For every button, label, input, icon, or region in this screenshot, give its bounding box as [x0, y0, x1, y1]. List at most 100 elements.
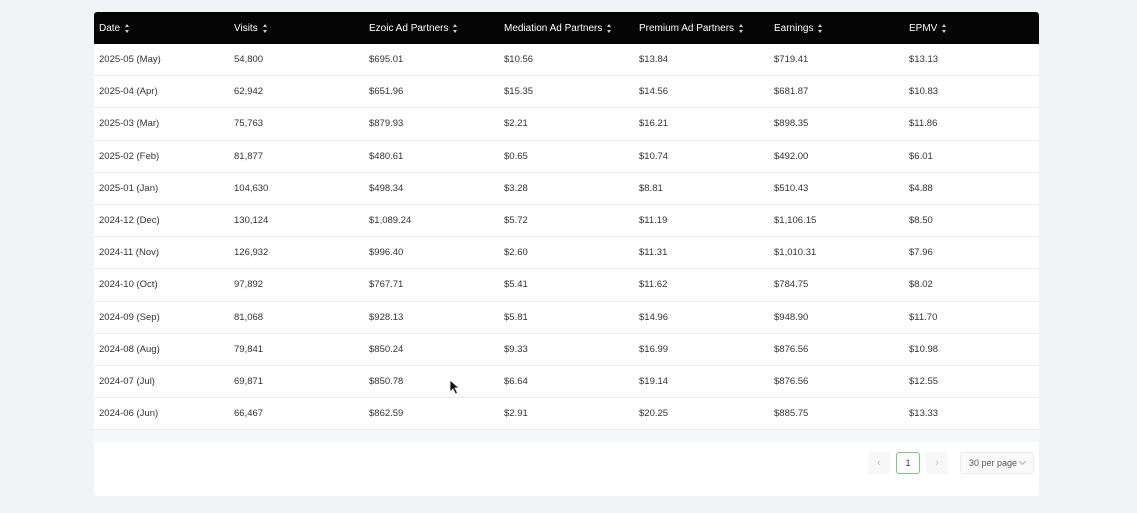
table-row: 2024-09 (Sep) 81,068 $928.13 $5.81 $14.96 $94…: [94, 302, 1039, 334]
cell-date: 2024-08 (Aug): [99, 343, 160, 355]
cell-epmv: $13.13: [909, 54, 939, 66]
table-row: 2024-07 (Jul) 69,871 $850.78 $6.64 $19.14 $87…: [94, 366, 1039, 399]
sort-icon[interactable]: [607, 21, 612, 35]
cell-earnings: $492.00: [774, 150, 809, 162]
table-row: 2024-12 (Dec) 130,124 $1,089.24 $5.72 $11.19…: [94, 205, 1039, 238]
column-header-label: Earnings: [774, 22, 814, 34]
table-bottom-spacer: [94, 430, 1039, 443]
cell-premium-ad-partners: $14.56: [639, 86, 669, 98]
cell-date: 2025-01 (Jan): [99, 182, 159, 194]
cell-ezoic-ad-partners: $850.24: [369, 343, 404, 355]
cell-date: 2024-09 (Sep): [99, 311, 160, 323]
column-header-mediation-ad-partners[interactable]: Mediation Ad Partners: [499, 21, 634, 35]
column-header-label: Visits: [234, 22, 258, 34]
cell-mediation-ad-partners: $10.56: [504, 54, 534, 66]
earnings-table-card: Date Visits Ezoic Ad Partners Mediation Ad …: [94, 12, 1039, 496]
column-header-visits[interactable]: Visits: [229, 21, 364, 35]
table-body: 2025-05 (May) 54,800 $695.01 $10.56 $13.84 $7…: [94, 44, 1039, 431]
cell-mediation-ad-partners: $5.72: [504, 215, 528, 227]
cell-date: 2024-06 (Jun): [99, 408, 159, 420]
chevron-left-icon: ‹: [877, 457, 881, 469]
chevron-down-icon: [1018, 457, 1027, 466]
cell-visits: 97,892: [234, 279, 264, 291]
cell-epmv: $12.55: [909, 375, 939, 387]
cell-visits: 130,124: [234, 215, 269, 227]
cell-epmv: $7.96: [909, 247, 933, 259]
cell-ezoic-ad-partners: $1,089.24: [369, 215, 412, 227]
cell-earnings: $510.43: [774, 182, 809, 194]
column-header-earnings[interactable]: Earnings: [769, 21, 904, 35]
cell-date: 2024-07 (Jul): [99, 375, 155, 387]
column-header-label: Ezoic Ad Partners: [369, 22, 449, 34]
sort-icon[interactable]: [125, 21, 130, 35]
cell-premium-ad-partners: $16.21: [639, 118, 669, 130]
table-row: 2024-10 (Oct) 97,892 $767.71 $5.41 $11.62 $78…: [94, 269, 1039, 302]
table-row: 2025-05 (May) 54,800 $695.01 $10.56 $13.84 $7…: [94, 44, 1039, 77]
sort-icon[interactable]: [262, 21, 267, 35]
cell-earnings: $948.90: [774, 311, 809, 323]
table-row: 2024-08 (Aug) 79,841 $850.24 $9.33 $16.99 $87…: [94, 334, 1039, 366]
cell-visits: 62,942: [234, 86, 264, 98]
column-header-label: Mediation Ad Partners: [504, 22, 603, 34]
cell-earnings: $876.56: [774, 343, 809, 355]
table-row: 2025-01 (Jan) 104,630 $498.34 $3.28 $8.81 $51…: [94, 173, 1039, 205]
sort-icon[interactable]: [453, 21, 458, 35]
column-header-label: Premium Ad Partners: [639, 22, 735, 34]
cell-epmv: $10.98: [909, 343, 939, 355]
cell-earnings: $1,106.15: [774, 215, 817, 227]
cell-earnings: $885.75: [774, 408, 809, 420]
cell-date: 2024-11 (Nov): [99, 247, 160, 259]
cell-premium-ad-partners: $11.19: [639, 215, 668, 227]
table-row: 2025-03 (Mar) 75,763 $879.93 $2.21 $16.21 $89…: [94, 108, 1039, 141]
cell-premium-ad-partners: $10.74: [639, 150, 669, 162]
cell-mediation-ad-partners: $5.41: [504, 279, 528, 291]
chevron-right-icon: ›: [935, 457, 939, 469]
cell-epmv: $13.33: [909, 408, 939, 420]
cell-visits: 69,871: [234, 375, 264, 387]
per-page-select[interactable]: 30 per page: [959, 452, 1034, 474]
cell-epmv: $10.83: [909, 86, 939, 98]
cell-date: 2025-04 (Apr): [99, 86, 158, 98]
page-1-button[interactable]: 1: [895, 452, 920, 474]
mouse-cursor-icon: [449, 379, 461, 395]
cell-earnings: $719.41: [774, 54, 809, 66]
cell-ezoic-ad-partners: $928.13: [369, 311, 404, 323]
sort-icon[interactable]: [739, 21, 744, 35]
cell-mediation-ad-partners: $2.21: [504, 118, 528, 130]
cell-visits: 81,877: [234, 150, 264, 162]
cell-visits: 104,630: [234, 182, 269, 194]
cell-date: 2025-03 (Mar): [99, 118, 160, 130]
cell-visits: 75,763: [234, 118, 264, 130]
cell-mediation-ad-partners: $3.28: [504, 182, 528, 194]
cell-ezoic-ad-partners: $695.01: [369, 54, 404, 66]
column-header-date[interactable]: Date: [94, 21, 229, 35]
cell-visits: 81,068: [234, 311, 264, 323]
cell-earnings: $784.75: [774, 279, 809, 291]
cell-premium-ad-partners: $13.84: [639, 54, 669, 66]
cell-ezoic-ad-partners: $480.61: [369, 150, 404, 162]
prev-page-button[interactable]: ‹: [867, 452, 890, 474]
cell-premium-ad-partners: $14.96: [639, 311, 669, 323]
cell-premium-ad-partners: $16.99: [639, 343, 669, 355]
cell-earnings: $898.35: [774, 118, 809, 130]
cell-ezoic-ad-partners: $996.40: [369, 247, 404, 259]
table-row: 2024-06 (Jun) 66,467 $862.59 $2.91 $20.25 $88…: [94, 398, 1039, 431]
cell-mediation-ad-partners: $0.65: [504, 150, 528, 162]
cell-premium-ad-partners: $19.14: [639, 375, 669, 387]
cell-visits: 54,800: [234, 54, 264, 66]
table-row: 2025-02 (Feb) 81,877 $480.61 $0.65 $10.74 $49…: [94, 141, 1039, 173]
column-header-ezoic-ad-partners[interactable]: Ezoic Ad Partners: [364, 21, 499, 35]
cell-mediation-ad-partners: $6.64: [504, 375, 528, 387]
sort-icon[interactable]: [818, 21, 823, 35]
cell-visits: 66,467: [234, 408, 264, 420]
cell-visits: 126,932: [234, 247, 269, 259]
next-page-button[interactable]: ›: [925, 452, 948, 474]
column-header-premium-ad-partners[interactable]: Premium Ad Partners: [634, 21, 769, 35]
cell-ezoic-ad-partners: $850.78: [369, 375, 404, 387]
table-header: Date Visits Ezoic Ad Partners Mediation Ad …: [94, 12, 1039, 44]
cell-earnings: $681.87: [774, 86, 809, 98]
sort-icon[interactable]: [942, 21, 947, 35]
cell-epmv: $11.86: [909, 118, 938, 130]
pagination: ‹ 1 › 30 per page: [867, 452, 1034, 474]
column-header-epmv[interactable]: EPMV: [904, 21, 1039, 35]
